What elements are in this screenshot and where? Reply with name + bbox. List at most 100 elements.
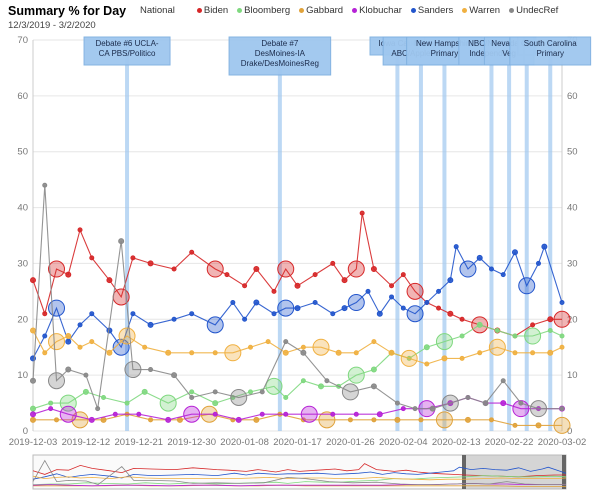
legend-item-gabbard[interactable]: Gabbard <box>299 5 343 16</box>
data-point <box>500 400 507 407</box>
data-point <box>147 321 154 328</box>
data-point <box>524 327 542 345</box>
data-point <box>400 272 406 278</box>
data-point <box>95 406 101 412</box>
data-point <box>283 339 289 345</box>
data-point <box>224 272 230 278</box>
data-point <box>247 344 253 350</box>
data-point <box>494 327 500 333</box>
data-point <box>65 271 72 278</box>
legend-label: UndecRef <box>516 5 559 16</box>
legend-swatch <box>237 8 243 13</box>
event-label-text: GA <box>521 39 533 48</box>
event-label-text: CA PBS/Politico <box>99 49 156 58</box>
data-point <box>259 411 265 417</box>
data-point <box>212 389 218 395</box>
data-point <box>388 349 395 356</box>
data-point <box>200 405 218 423</box>
data-point <box>147 260 154 267</box>
data-point <box>559 300 565 306</box>
data-point <box>148 417 154 423</box>
series-biden <box>30 210 571 339</box>
event-line <box>395 40 400 431</box>
legend-label: Gabbard <box>306 5 344 16</box>
data-point <box>130 255 136 261</box>
series-line <box>32 185 562 410</box>
data-point <box>518 400 524 406</box>
data-point <box>71 411 89 429</box>
data-point <box>559 344 565 350</box>
data-point <box>483 400 489 406</box>
data-point <box>435 333 453 351</box>
data-point <box>547 316 554 323</box>
legend-item-klobuchar[interactable]: Klobuchar <box>352 5 402 16</box>
overview-series-line <box>32 482 566 487</box>
event-label-text: DesMoines-IA <box>255 49 306 58</box>
data-point <box>277 299 295 317</box>
legend-item-biden[interactable]: Biden <box>196 5 228 16</box>
data-point <box>330 411 336 417</box>
data-point <box>471 316 489 334</box>
data-point <box>230 388 248 406</box>
data-point <box>476 254 483 261</box>
data-point <box>148 367 154 373</box>
overview-frame <box>32 454 567 490</box>
data-point <box>283 411 289 417</box>
legend: National Biden Bloomberg Gabbard Klobuchar S… <box>140 5 567 16</box>
data-point <box>341 305 348 312</box>
data-point <box>512 400 530 418</box>
data-point <box>547 349 554 356</box>
data-point <box>394 416 401 423</box>
chart-title: Summary % for Day <box>8 4 127 18</box>
data-point <box>48 260 66 278</box>
y-tick-label-left: 20 <box>17 314 28 325</box>
y-tick-label-left: 50 <box>17 147 28 158</box>
data-point <box>547 327 553 333</box>
legend-item-sanders[interactable]: Sanders <box>410 5 453 16</box>
legend-item-warren[interactable]: Warren <box>462 5 500 16</box>
data-point <box>464 416 471 423</box>
data-point <box>30 355 36 362</box>
y-tick-label-left: 0 <box>23 426 28 437</box>
data-point <box>159 394 177 412</box>
data-point <box>300 344 306 350</box>
event-line <box>125 40 130 431</box>
legend-item-bloomberg[interactable]: Bloomberg <box>237 5 290 16</box>
data-point <box>553 310 571 328</box>
data-point <box>535 406 541 412</box>
event-label-box <box>483 36 535 66</box>
data-point <box>89 339 95 345</box>
x-tick-label: 2020-03-02 <box>538 437 587 448</box>
data-point <box>512 333 518 339</box>
data-point <box>518 277 536 295</box>
data-point <box>477 350 483 356</box>
data-point <box>312 300 318 306</box>
legend-swatch <box>410 8 416 13</box>
legend-label: Bloomberg <box>244 5 291 16</box>
data-point <box>124 411 130 417</box>
data-point <box>48 333 66 351</box>
data-point <box>371 417 377 423</box>
data-point <box>312 338 330 356</box>
y-tick-label-left: 70 <box>17 35 28 46</box>
event-label-text: Independent <box>469 49 514 58</box>
event-label-text: Drake/DesMoinesReg <box>241 59 319 68</box>
event-line <box>548 40 553 431</box>
data-point <box>189 311 195 317</box>
data-point <box>400 406 406 412</box>
x-tick-label: 2020-02-04 <box>379 437 428 448</box>
data-point <box>406 305 424 323</box>
data-point <box>389 350 395 356</box>
data-point <box>447 400 454 407</box>
data-point <box>365 288 371 294</box>
data-point <box>165 349 172 356</box>
data-point <box>253 416 260 423</box>
legend-item-undecref[interactable]: UndecRef <box>509 5 558 16</box>
legend-swatch <box>196 8 202 13</box>
event-label-text: Iowa Cauc <box>379 39 417 48</box>
data-point <box>318 411 336 429</box>
